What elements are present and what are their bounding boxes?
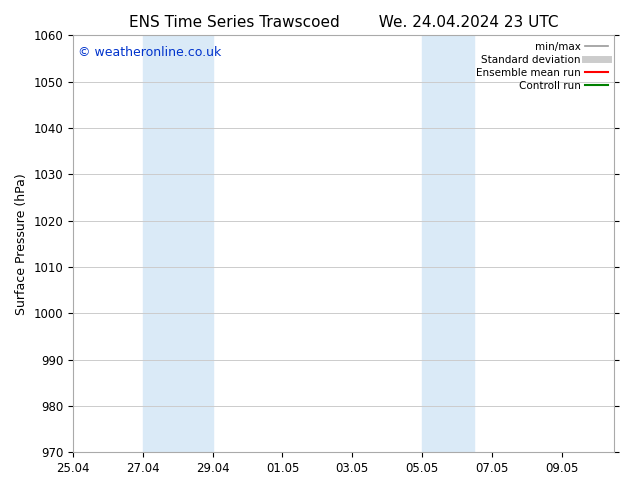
Bar: [422, 35, 474, 452]
Title: ENS Time Series Trawscoed        We. 24.04.2024 23 UTC: ENS Time Series Trawscoed We. 24.04.2024…: [129, 15, 559, 30]
Y-axis label: Surface Pressure (hPa): Surface Pressure (hPa): [15, 173, 28, 315]
Bar: [143, 35, 212, 452]
Legend: min/max, Standard deviation, Ensemble mean run, Controll run: min/max, Standard deviation, Ensemble me…: [472, 37, 612, 95]
Text: © weatheronline.co.uk: © weatheronline.co.uk: [79, 46, 222, 59]
